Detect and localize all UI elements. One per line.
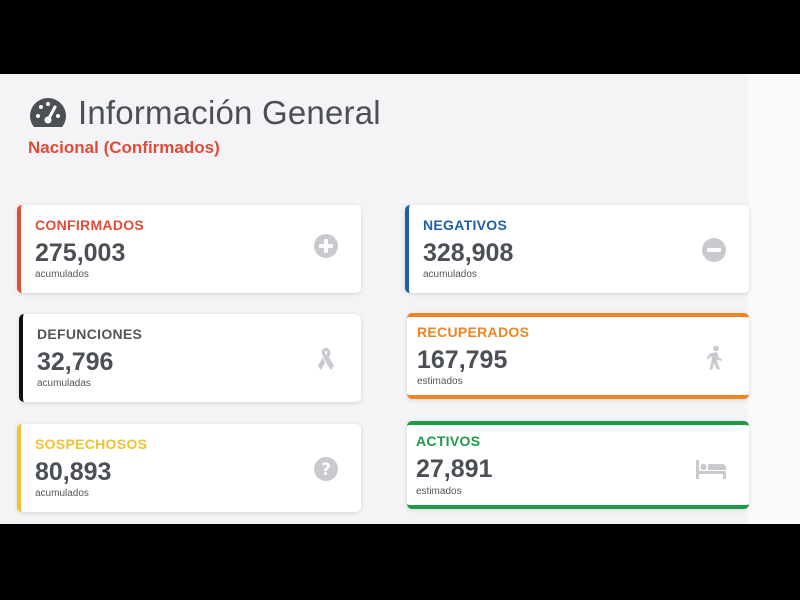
card-recuperados: RECUPERADOS 167,795 estimados xyxy=(407,313,749,399)
card-note: estimados xyxy=(417,376,463,387)
card-confirmados: CONFIRMADOS 275,003 acumulados xyxy=(17,205,361,293)
card-label: CONFIRMADOS xyxy=(35,217,145,233)
card-negativos: NEGATIVOS 328,908 acumulados xyxy=(405,205,749,293)
walking-person-icon xyxy=(706,345,722,370)
card-note: estimados xyxy=(416,486,462,497)
card-value: 27,891 xyxy=(416,455,493,483)
question-circle-icon: ? xyxy=(314,457,338,481)
card-label: RECUPERADOS xyxy=(417,324,530,340)
card-value: 80,893 xyxy=(35,458,112,486)
page-title: Información General xyxy=(78,94,381,131)
card-value: 328,908 xyxy=(423,239,514,267)
ribbon-icon xyxy=(318,348,334,370)
right-margin xyxy=(748,74,800,524)
minus-circle-icon xyxy=(702,238,726,262)
card-activos: ACTIVOS 27,891 estimados xyxy=(407,421,749,509)
card-label: NEGATIVOS xyxy=(423,217,508,233)
svg-text:?: ? xyxy=(321,460,331,480)
dashboard-screen: Información General Nacional (Confirmado… xyxy=(0,74,800,524)
card-label: ACTIVOS xyxy=(416,433,481,449)
page-header: Información General Nacional (Confirmado… xyxy=(28,94,381,158)
title-row: Información General xyxy=(28,94,381,132)
card-note: acumulados xyxy=(423,269,477,280)
card-label: DEFUNCIONES xyxy=(37,326,143,342)
card-sospechosos: SOSPECHOSOS 80,893 acumulados ? xyxy=(17,424,361,512)
card-note: acumuladas xyxy=(37,378,91,389)
bed-icon xyxy=(696,460,726,479)
card-note: acumulados xyxy=(35,269,89,280)
card-value: 167,795 xyxy=(417,346,508,374)
card-value: 32,796 xyxy=(37,348,114,376)
card-label: SOSPECHOSOS xyxy=(35,436,148,452)
plus-circle-icon xyxy=(314,234,338,258)
speedometer-icon xyxy=(30,98,66,127)
card-note: acumulados xyxy=(35,488,89,499)
card-defunciones: DEFUNCIONES 32,796 acumuladas xyxy=(19,314,361,402)
page-subtitle: Nacional (Confirmados) xyxy=(28,138,220,157)
card-value: 275,003 xyxy=(35,239,126,267)
